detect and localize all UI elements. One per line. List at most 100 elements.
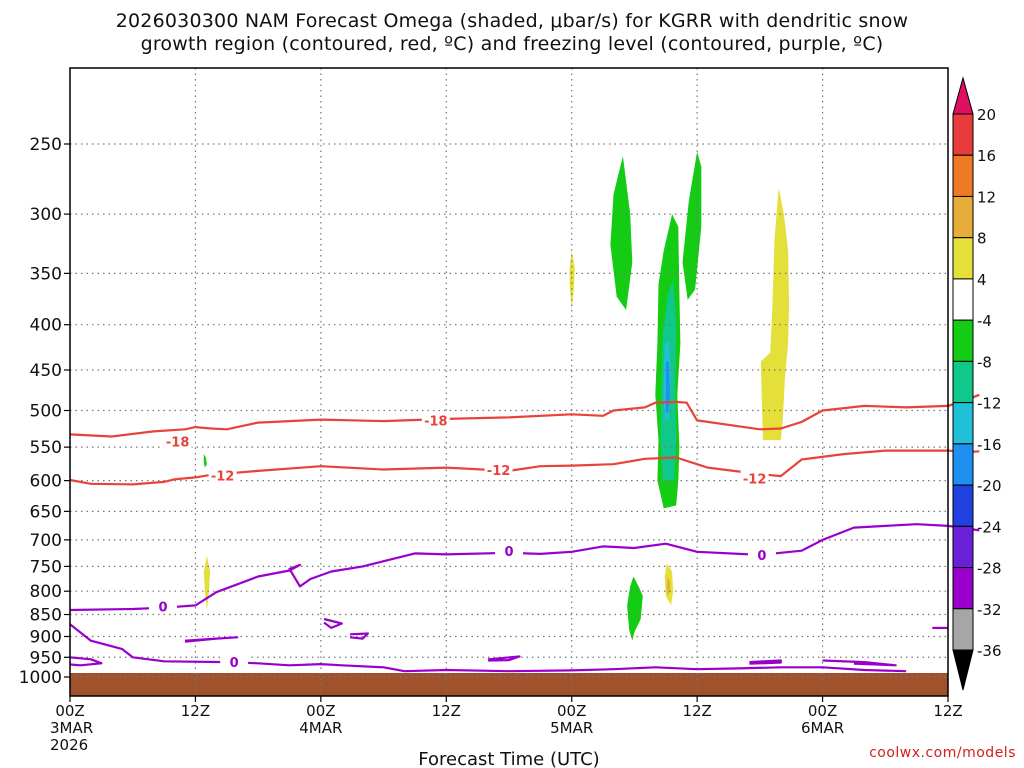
- colorbar-swatch-7: [952, 360, 974, 404]
- freezing-contours: 0 0 0 0: [69, 523, 980, 673]
- dgz-contour-label-bg-2: [484, 462, 513, 478]
- colorbar-label-7: -12: [977, 395, 1002, 413]
- colorbar-label-2: 12: [977, 188, 996, 206]
- dgz-contour-label-1: -18: [166, 436, 190, 451]
- colorbar-label-8: -16: [977, 436, 1002, 454]
- omega-region-8: [569, 250, 575, 310]
- dgz-contour-line-0: [69, 393, 980, 438]
- x-tick-label-60-0: 12Z: [682, 702, 711, 720]
- y-tick-label-850: 850: [30, 606, 62, 626]
- colorbar-swatch-1: [952, 113, 974, 156]
- omega-region-7: [203, 454, 207, 468]
- freezing-contour-line-3: [69, 623, 907, 673]
- freezing-contour-line-10: [822, 659, 897, 667]
- colorbar-label-9: -20: [977, 477, 1002, 495]
- omega-region-5: [665, 361, 670, 415]
- freezing-contour-line-8: [488, 655, 521, 662]
- freezing-contour-line-6: [323, 617, 343, 629]
- colorbar-label-4: 4: [977, 271, 987, 289]
- colorbar-top-arrow: [952, 76, 974, 115]
- colorbar-swatch-5: [952, 278, 974, 321]
- omega-region-9: [760, 187, 790, 441]
- freezing-contour-label-bg-2: [747, 546, 776, 562]
- omega-region-0: [610, 156, 633, 310]
- ground-fill: [70, 673, 948, 696]
- y-tick-label-600: 600: [30, 472, 62, 492]
- y-tick-label-950: 950: [30, 648, 62, 668]
- colorbar-bottom-arrow: [952, 649, 974, 691]
- freezing-contour-label-bg-3: [220, 654, 249, 670]
- dgz-contour-label-bg-4: [740, 470, 769, 486]
- colorbar-swatch-12: [952, 567, 974, 610]
- colorbar-label-6: -8: [977, 353, 992, 371]
- dgz-contour-label-bg-1: [163, 433, 192, 449]
- x-tick-label-0-2: 2026: [50, 736, 88, 754]
- y-tick-label-250: 250: [30, 135, 62, 155]
- colorbar-label-1: 16: [977, 147, 996, 165]
- colorbar-label-5: -4: [977, 312, 992, 330]
- ground-layer: [70, 673, 948, 696]
- colorbar-label-12: -32: [977, 601, 1002, 619]
- colorbar-swatch-9: [952, 443, 974, 486]
- freezing-contour-label-bg-0: [149, 598, 178, 614]
- colorbar-swatch-2: [952, 154, 974, 197]
- colorbar-swatch-13: [952, 608, 974, 651]
- x-axis-label: Forecast Time (UTC): [418, 749, 599, 768]
- x-tick-label-72-0: 00Z: [808, 702, 837, 720]
- x-tick-label-48-0: 00Z: [557, 702, 586, 720]
- x-tick-label-48-1: 5MAR: [550, 719, 593, 737]
- colorbar-swatch-6: [952, 319, 974, 362]
- colorbar-swatch-10: [952, 484, 974, 527]
- y-tick-label-750: 750: [30, 557, 62, 577]
- colorbar-label-10: -24: [977, 518, 1002, 536]
- x-tick-label-0-0: 00Z: [55, 702, 84, 720]
- freezing-contour-line-7: [349, 632, 369, 640]
- chart-title-line-1: 2026030300 NAM Forecast Omega (shaded, μ…: [115, 10, 909, 32]
- omega-region-6: [627, 576, 643, 641]
- dgz-contour-label-3: -12: [211, 469, 235, 484]
- dgz-contours: -18 -18 -12 -12 -12: [69, 393, 980, 488]
- dgz-contour-label-bg-0: [421, 412, 450, 428]
- freezing-contour-label-2: 0: [757, 549, 766, 564]
- omega-region-12: [666, 576, 670, 596]
- y-tick-label-350: 350: [30, 264, 62, 284]
- plot-frame: [69, 67, 949, 697]
- freezing-contour-label-0: 0: [159, 600, 168, 615]
- credit-text: coolwx.com/models: [869, 745, 1016, 761]
- y-tick-label-900: 900: [30, 627, 62, 647]
- colorbar-swatch-3: [952, 195, 974, 239]
- colorbar: 20 16 12 8 4 -4 -8 -12 -16 -20 -24 -28 -32 -36: [952, 76, 1002, 691]
- y-tick-label-700: 700: [30, 531, 62, 551]
- y-tick-label-1000: 1000: [19, 668, 62, 688]
- y-tick-label-650: 650: [30, 502, 62, 522]
- x-tick-label-0-1: 3MAR: [50, 719, 93, 737]
- colorbar-label-0: 20: [977, 106, 996, 124]
- omega-region-10: [203, 556, 211, 610]
- x-tick-label-36-0: 12Z: [432, 702, 461, 720]
- dgz-contour-line-2: [69, 449, 980, 486]
- x-tick-label-84-0: 12Z: [933, 702, 962, 720]
- y-tick-label-300: 300: [30, 205, 62, 225]
- chart-title-line-2: growth region (contoured, red, ºC) and f…: [140, 33, 884, 55]
- y-tick-label-450: 450: [30, 361, 62, 381]
- omega-region-1: [682, 151, 702, 300]
- y-axis-ticks: 2503003504004505005506006507007508008509…: [19, 135, 70, 688]
- freezing-contour-label-bg-1: [495, 543, 523, 559]
- dgz-contour-label-4: -12: [743, 473, 767, 488]
- colorbar-swatch-8: [952, 402, 974, 445]
- freezing-contour-line-0: [69, 523, 980, 612]
- x-tick-label-12-0: 12Z: [181, 702, 210, 720]
- freezing-contour-line-9: [749, 659, 782, 665]
- x-tick-label-24-1: 4MAR: [299, 719, 342, 737]
- y-tick-label-400: 400: [30, 316, 62, 336]
- dgz-contour-label-0: -18: [424, 414, 448, 429]
- dgz-contour-label-2: -12: [487, 464, 511, 479]
- dgz-contour-label-bg-3: [208, 467, 237, 483]
- x-tick-label-72-1: 6MAR: [801, 719, 844, 737]
- y-tick-label-800: 800: [30, 582, 62, 602]
- colorbar-swatch-11: [952, 525, 974, 569]
- freezing-contour-line-5: [184, 636, 239, 643]
- freezing-contour-label-1: 0: [504, 545, 513, 560]
